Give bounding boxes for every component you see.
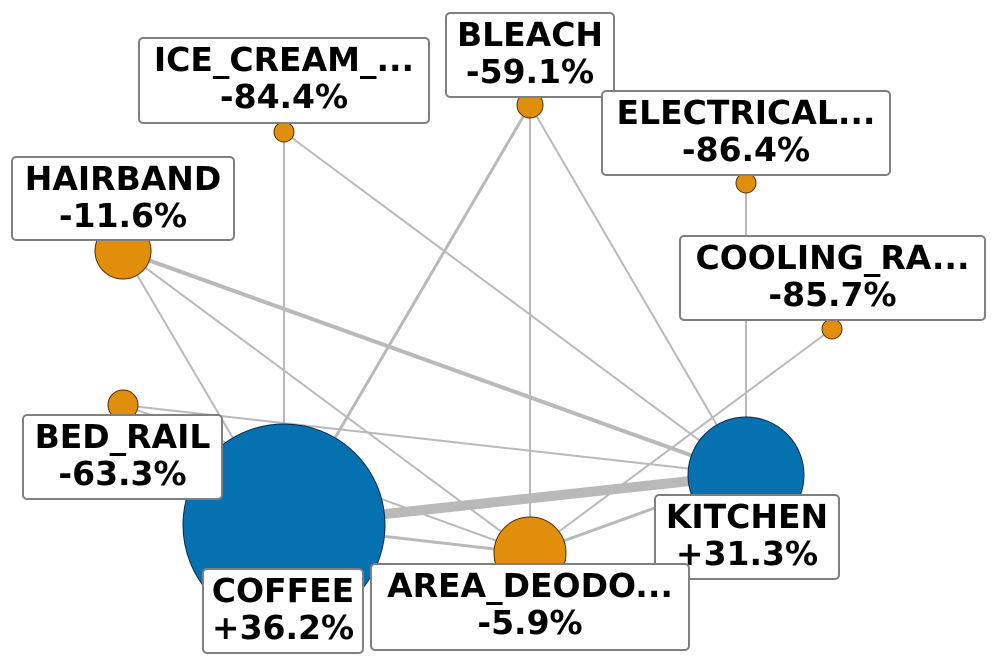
node-change: -86.4% — [681, 130, 811, 169]
node-name: BLEACH — [456, 15, 604, 54]
node-name: ELECTRICAL... — [616, 93, 876, 132]
node-electrical — [735, 172, 757, 194]
node-label-coffee: COFFEE +36.2% — [202, 568, 364, 654]
node-label-cooling-ra: COOLING_RA... -85.7% — [679, 235, 986, 321]
node-name: AREA_DEODO... — [387, 566, 673, 605]
node-label-ice-cream: ICE_CREAM_... -84.4% — [138, 37, 430, 124]
node-name: KITCHEN — [665, 497, 829, 536]
node-change: -84.4% — [219, 77, 349, 116]
node-label-bed-rail: BED_RAIL -63.3% — [22, 414, 223, 500]
node-name: COOLING_RA... — [695, 238, 970, 277]
node-cooling-ra — [821, 318, 843, 340]
node-label-bleach: BLEACH -59.1% — [445, 12, 615, 98]
node-change: -59.1% — [465, 52, 595, 91]
node-change: +31.3% — [675, 534, 819, 573]
node-change: +36.2% — [211, 608, 355, 647]
node-ice-cream — [273, 121, 295, 143]
node-name: COFFEE — [211, 571, 355, 610]
edge-ice_cream-kitchen — [283, 131, 747, 476]
node-name: BED_RAIL — [34, 417, 211, 456]
node-change: -5.9% — [477, 603, 583, 642]
edge-cooling_ra-area_deodo — [529, 328, 833, 554]
node-label-hairband: HAIRBAND -11.6% — [11, 156, 235, 241]
edge-bed_rail-kitchen — [122, 404, 747, 476]
node-label-area-deodo: AREA_DEODO... -5.9% — [370, 563, 690, 651]
node-change: -63.3% — [58, 454, 187, 493]
edge-bleach-kitchen — [529, 104, 747, 476]
edge-hairband-area_deodo — [122, 250, 531, 554]
edge-hairband-kitchen — [121, 249, 748, 477]
node-label-electrical: ELECTRICAL... -86.4% — [601, 90, 891, 176]
node-change: -85.7% — [768, 275, 897, 314]
node-change: -11.6% — [58, 196, 188, 235]
node-name: HAIRBAND — [24, 159, 222, 198]
node-name: ICE_CREAM_... — [153, 40, 415, 79]
